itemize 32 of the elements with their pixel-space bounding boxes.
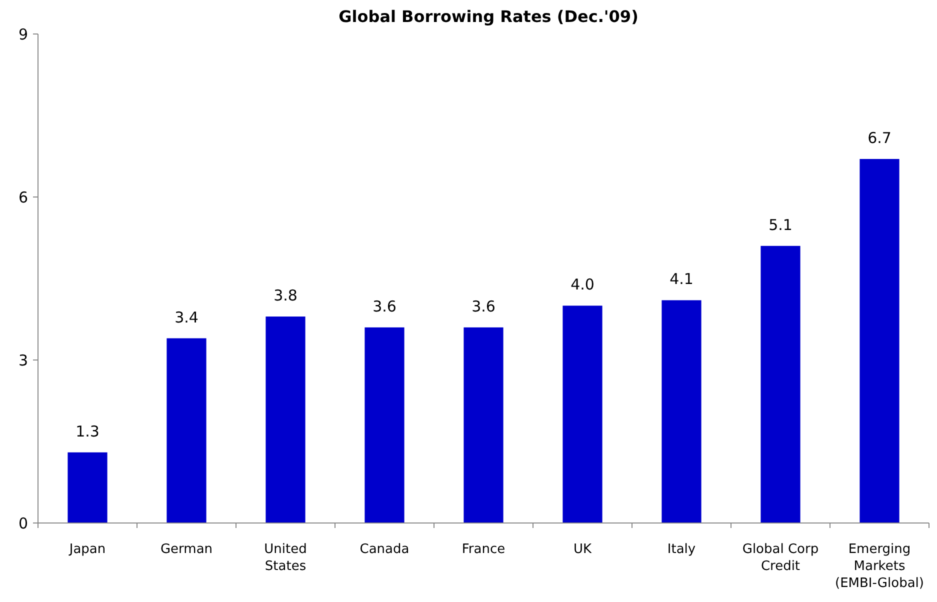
y-tick-label: 9 [18,25,28,44]
bar [464,327,504,523]
data-label: 3.6 [372,297,396,316]
bar [760,246,800,523]
bar [562,306,602,523]
bar [364,327,404,523]
bar [166,338,206,523]
x-tick-label: Emerging Markets (EMBI-Global) [835,542,924,591]
bar [68,452,108,523]
bar [860,158,900,523]
bar [266,316,306,523]
x-tick-label: Japan [68,542,106,557]
y-tick-label: 6 [18,188,28,206]
x-tick-label: France [462,542,506,557]
data-label: 4.1 [670,270,694,288]
x-tick-label: United States [264,542,307,574]
y-tick-label: 3 [18,351,28,370]
x-tick-label: Global Corp Credit [742,542,819,574]
x-tick-label: UK [573,542,592,557]
y-tick-label: 0 [18,514,28,532]
chart-title: Global Borrowing Rates (Dec.'09) [338,7,638,26]
data-label: 3.6 [472,297,496,316]
data-label: 4.0 [570,276,594,294]
data-label: 3.8 [274,286,298,305]
x-tick-label: German [160,542,213,557]
x-tick-label: Italy [667,542,696,557]
data-label: 3.4 [174,308,198,326]
x-tick-label: Canada [360,542,410,557]
bar [662,300,702,523]
data-label: 1.3 [76,422,100,440]
data-label: 5.1 [768,216,792,234]
data-label: 6.7 [868,128,892,147]
